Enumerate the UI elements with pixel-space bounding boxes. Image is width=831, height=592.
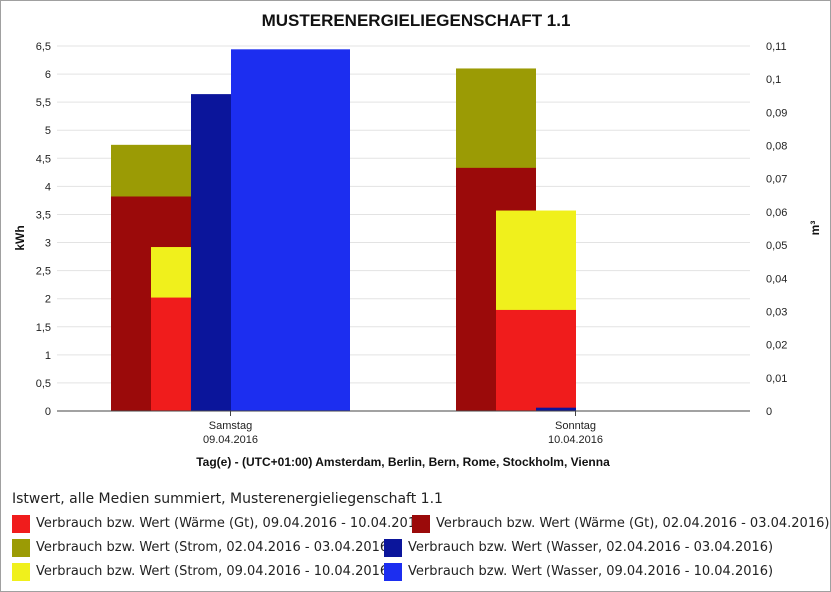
bar-wasser-0204-1 [191, 94, 231, 411]
right-tick-label: 0,04 [766, 273, 787, 285]
left-axis-ticks: 0 0,5 1 1,5 2 2,5 3 3,5 4 4,5 5 5,5 6 6,5 [36, 41, 51, 418]
left-tick-label: 4 [45, 181, 51, 193]
legend-swatch [12, 563, 30, 581]
legend-swatch [12, 515, 30, 533]
bar-wasser-0904-1 [231, 49, 350, 412]
x-tick-label-day: Samstag [209, 420, 252, 432]
chart: MUSTERENERGIELIEGENSCHAFT 1.1 0 0,5 1 1,5 2 2… [13, 11, 822, 469]
left-tick-label: 4,5 [36, 153, 51, 165]
x-tick-label-day: Sonntag [555, 420, 596, 432]
right-tick-label: 0,1 [766, 74, 781, 86]
right-axis-label: m³ [808, 221, 822, 236]
right-tick-label: 0,01 [766, 373, 787, 385]
legend-label: Verbrauch bzw. Wert (Wärme (Gt), 09.04.2… [36, 516, 430, 531]
left-tick-label: 5 [45, 125, 51, 137]
legend-label: Verbrauch bzw. Wert (Wasser, 09.04.2016 … [408, 564, 774, 579]
right-tick-label: 0 [766, 406, 772, 418]
left-tick-label: 6 [45, 69, 51, 81]
x-axis-ticks: Samstag 09.04.2016 Sonntag 10.04.2016 [203, 411, 603, 446]
left-tick-label: 1 [45, 350, 51, 362]
legend-swatch [384, 539, 402, 557]
chart-title: MUSTERENERGIELIEGENSCHAFT 1.1 [262, 11, 571, 30]
bar-waerme-0904-2 [496, 309, 576, 411]
left-tick-label: 6,5 [36, 41, 51, 53]
legend-swatch [12, 539, 30, 557]
right-axis-ticks: 0 0,01 0,02 0,03 0,04 0,05 0,06 0,07 0,08 0,09 0,1… [766, 41, 787, 418]
legend-swatch [412, 515, 430, 533]
right-tick-label: 0,08 [766, 141, 787, 153]
left-axis-label: kWh [13, 225, 27, 250]
left-tick-label: 0,5 [36, 378, 51, 390]
bars [111, 49, 576, 412]
legend-label: Verbrauch bzw. Wert (Wasser, 02.04.2016 … [408, 540, 774, 555]
left-tick-label: 5,5 [36, 97, 51, 109]
right-tick-label: 0,06 [766, 207, 787, 219]
right-tick-label: 0,07 [766, 174, 787, 186]
left-tick-label: 2 [45, 294, 51, 306]
right-tick-label: 0,09 [766, 107, 787, 119]
right-tick-label: 0,02 [766, 340, 787, 352]
right-tick-label: 0,11 [766, 41, 787, 53]
left-tick-label: 0 [45, 406, 51, 418]
x-tick-label-date: 09.04.2016 [203, 434, 258, 446]
right-tick-label: 0,05 [766, 240, 787, 252]
left-tick-label: 2,5 [36, 266, 51, 278]
right-tick-label: 0,03 [766, 306, 787, 318]
left-tick-label: 3 [45, 238, 51, 250]
left-tick-label: 1,5 [36, 322, 51, 334]
legend-label: Verbrauch bzw. Wert (Strom, 09.04.2016 -… [36, 564, 394, 579]
x-axis-label: Tag(e) - (UTC+01:00) Amsterdam, Berlin, … [196, 455, 610, 469]
legend-swatch [384, 563, 402, 581]
legend-label: Verbrauch bzw. Wert (Wärme (Gt), 02.04.2… [436, 516, 830, 531]
x-tick-label-date: 10.04.2016 [548, 434, 603, 446]
legend-label: Verbrauch bzw. Wert (Strom, 02.04.2016 -… [36, 540, 394, 555]
legend-title: Istwert, alle Medien summiert, Musterene… [12, 491, 443, 507]
bar-wasser-0204-2 [536, 407, 576, 411]
left-tick-label: 3,5 [36, 209, 51, 221]
